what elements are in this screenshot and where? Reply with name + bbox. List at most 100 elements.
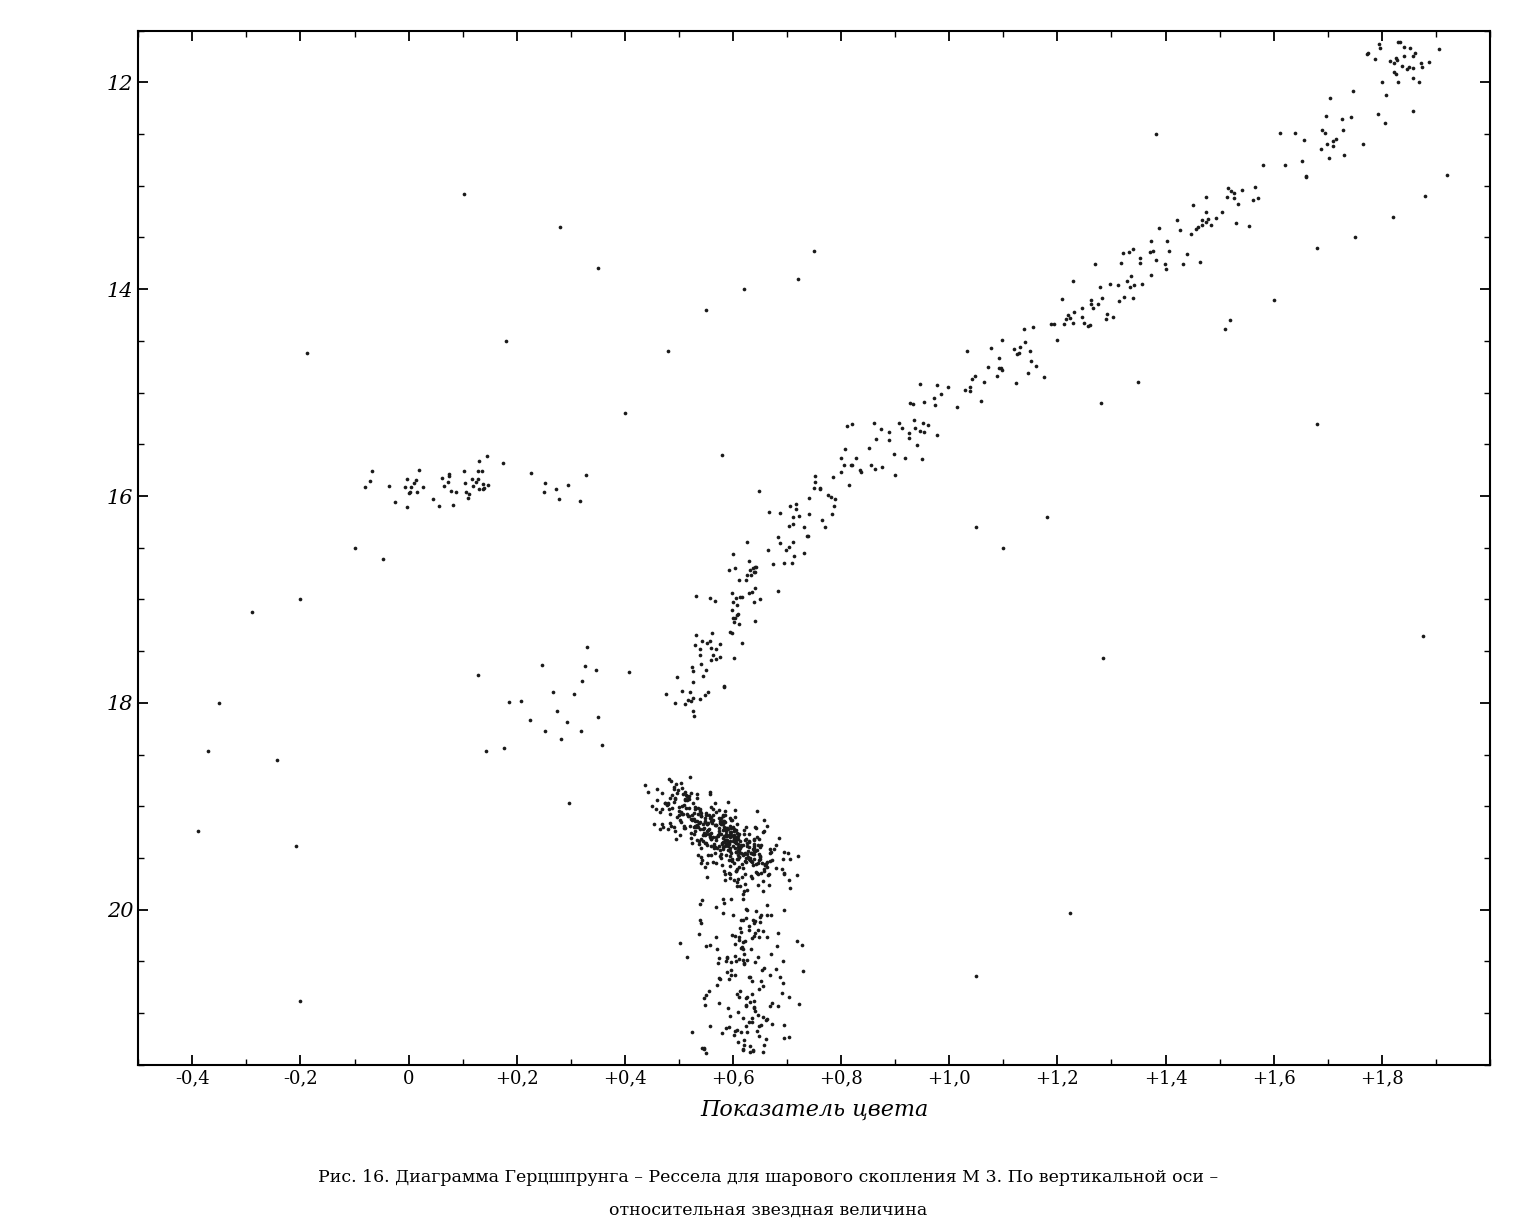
Point [1111, 244, 1135, 263]
Point [771, 951, 796, 971]
Point [779, 879, 803, 898]
Point [717, 849, 742, 869]
Point [740, 911, 765, 930]
Point [751, 1036, 776, 1055]
Point [703, 928, 728, 947]
Point [731, 845, 756, 864]
Point [674, 947, 699, 967]
Point [746, 979, 771, 999]
Point [587, 707, 611, 727]
Point [759, 965, 783, 984]
Point [711, 807, 736, 826]
Point [693, 995, 717, 1015]
Point [1106, 275, 1130, 295]
Point [1316, 148, 1341, 168]
Point [673, 798, 697, 818]
Point [909, 449, 934, 469]
Point [897, 424, 922, 443]
Point [740, 868, 765, 887]
Point [751, 922, 776, 941]
Point [664, 775, 688, 794]
Point [693, 812, 717, 831]
Point [645, 789, 670, 809]
Point [728, 938, 753, 957]
Point [687, 689, 711, 709]
Point [731, 1036, 756, 1055]
Point [464, 472, 488, 492]
Point [723, 842, 748, 862]
Point [680, 701, 705, 721]
Point [816, 485, 840, 504]
Point [1209, 202, 1233, 222]
Point [713, 870, 737, 890]
Point [713, 894, 737, 913]
Point [1342, 228, 1367, 247]
Point [694, 825, 719, 845]
Point [1246, 188, 1270, 208]
Point [822, 490, 846, 509]
Point [777, 870, 802, 890]
Point [745, 875, 770, 895]
Point [754, 1010, 779, 1029]
Point [1412, 625, 1436, 645]
Point [727, 847, 751, 867]
Point [773, 1028, 797, 1048]
Point [1117, 242, 1141, 262]
Point [687, 835, 711, 854]
Point [915, 415, 940, 435]
Point [722, 647, 746, 667]
Point [1041, 313, 1066, 333]
Point [699, 836, 723, 856]
Point [688, 847, 713, 867]
Point [756, 927, 780, 946]
Point [759, 906, 783, 925]
Point [748, 1015, 773, 1034]
Point [777, 517, 802, 536]
Point [723, 935, 748, 955]
Point [754, 1011, 779, 1031]
Point [720, 584, 745, 603]
Point [723, 588, 748, 607]
Point [723, 807, 748, 826]
Point [1121, 275, 1146, 295]
Point [710, 856, 734, 875]
Point [693, 685, 717, 705]
Point [531, 482, 556, 502]
Point [889, 419, 914, 438]
Point [710, 834, 734, 853]
Point [773, 864, 797, 884]
Point [746, 829, 771, 848]
Point [1392, 38, 1416, 58]
Point [376, 476, 401, 496]
Point [703, 897, 728, 917]
Point [688, 911, 713, 930]
Point [703, 591, 728, 611]
Point [803, 472, 828, 492]
Point [1166, 211, 1190, 230]
Point [731, 955, 756, 974]
Point [1144, 125, 1169, 144]
Point [759, 996, 783, 1016]
Point [441, 494, 465, 514]
Point [719, 864, 743, 884]
Point [682, 798, 707, 818]
Point [740, 1007, 765, 1027]
Point [773, 842, 797, 862]
Point [717, 809, 742, 829]
Point [699, 812, 723, 831]
Point [1193, 202, 1218, 222]
Point [548, 730, 573, 749]
Point [1252, 154, 1276, 174]
Point [737, 993, 762, 1012]
Point [1198, 215, 1223, 235]
Point [1087, 277, 1112, 296]
Point [734, 848, 759, 868]
Point [731, 881, 756, 901]
Point [690, 913, 714, 933]
Point [734, 818, 759, 837]
Point [723, 608, 748, 628]
Point [734, 832, 759, 852]
Point [697, 982, 722, 1001]
Point [668, 774, 693, 793]
Point [1226, 193, 1250, 213]
